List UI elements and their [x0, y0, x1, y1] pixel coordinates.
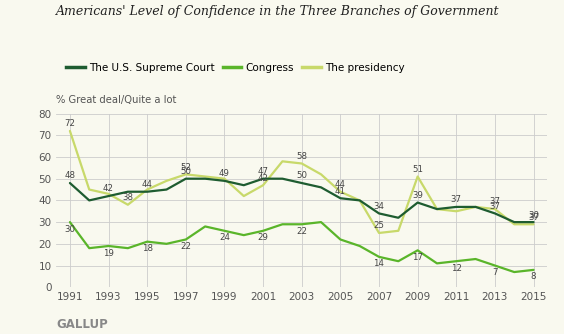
Text: 37: 37: [490, 197, 500, 206]
Text: 17: 17: [412, 253, 423, 262]
Text: 34: 34: [373, 202, 385, 211]
Text: 22: 22: [296, 227, 307, 236]
Text: 37: 37: [528, 213, 539, 222]
Text: 24: 24: [219, 233, 230, 242]
Text: 39: 39: [412, 191, 423, 200]
Text: 12: 12: [451, 264, 462, 273]
Text: % Great deal/Quite a lot: % Great deal/Quite a lot: [56, 95, 177, 105]
Text: 41: 41: [335, 187, 346, 196]
Text: 38: 38: [122, 193, 133, 202]
Text: 42: 42: [258, 174, 268, 183]
Text: 47: 47: [258, 167, 268, 176]
Text: Americans' Level of Confidence in the Three Branches of Government: Americans' Level of Confidence in the Th…: [56, 5, 500, 18]
Text: 29: 29: [258, 233, 268, 242]
Text: 22: 22: [180, 242, 191, 251]
Text: 25: 25: [373, 221, 385, 230]
Text: 37: 37: [451, 195, 462, 204]
Text: 48: 48: [64, 171, 76, 180]
Text: 7: 7: [492, 268, 497, 277]
Legend: The U.S. Supreme Court, Congress, The presidency: The U.S. Supreme Court, Congress, The pr…: [61, 59, 409, 77]
Text: 30: 30: [64, 225, 76, 234]
Text: 30: 30: [528, 210, 539, 219]
Text: 49: 49: [219, 169, 230, 178]
Text: 42: 42: [103, 184, 114, 193]
Text: 44: 44: [335, 180, 346, 189]
Text: 52: 52: [180, 163, 191, 172]
Text: 72: 72: [64, 119, 76, 128]
Text: 8: 8: [531, 273, 536, 282]
Text: 51: 51: [412, 165, 423, 174]
Text: 44: 44: [142, 180, 153, 189]
Text: 18: 18: [142, 244, 153, 253]
Text: 37: 37: [490, 202, 500, 211]
Text: 19: 19: [103, 248, 114, 258]
Text: 14: 14: [373, 260, 385, 269]
Text: 50: 50: [180, 167, 191, 176]
Text: GALLUP: GALLUP: [56, 318, 108, 331]
Text: 58: 58: [296, 152, 307, 161]
Text: 50: 50: [296, 171, 307, 180]
